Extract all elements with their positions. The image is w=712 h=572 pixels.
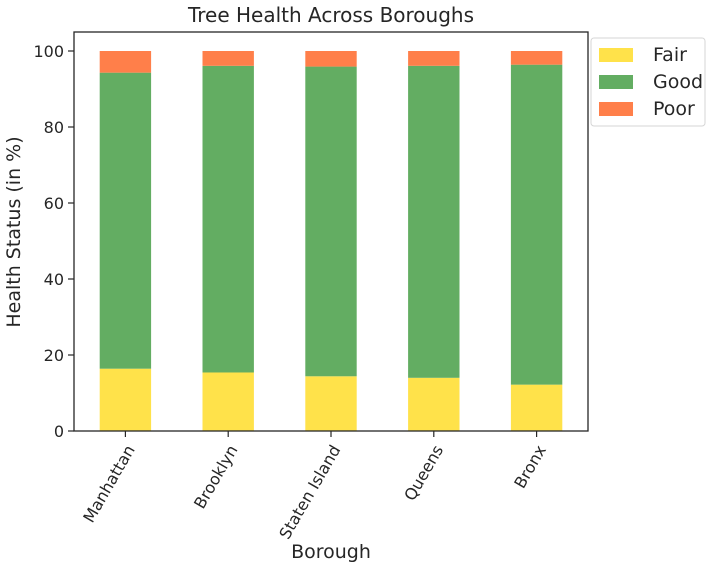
legend-label-fair: Fair — [653, 44, 687, 66]
bar-good-manhattan — [99, 72, 152, 369]
x-tick-label: Bronx — [510, 442, 550, 492]
bar-fair-staten-island — [305, 376, 357, 431]
bar-good-queens — [408, 65, 460, 378]
x-tick-label: Staten Island — [275, 442, 344, 543]
bar-poor-brooklyn — [202, 51, 254, 66]
bar-fair-queens — [408, 377, 460, 431]
y-tick-label: 80 — [44, 118, 64, 137]
bar-good-staten-island — [305, 66, 357, 377]
legend-swatch-fair — [599, 48, 633, 62]
bar-fair-manhattan — [99, 368, 152, 431]
x-axis-title: Borough — [291, 541, 371, 563]
plot-area — [99, 51, 563, 431]
x-tick-label: Queens — [400, 442, 447, 504]
bar-poor-manhattan — [99, 51, 152, 73]
chart-title: Tree Health Across Boroughs — [187, 3, 474, 27]
y-axis: 0 20 40 60 80 100 — [33, 42, 74, 441]
y-tick-label: 40 — [44, 270, 64, 289]
legend-swatch-good — [599, 75, 633, 89]
x-axis: Manhattan Brooklyn Staten Island Queens Bron… — [79, 431, 550, 542]
plot-frame — [73, 31, 589, 432]
legend-swatch-poor — [599, 102, 633, 116]
y-tick-label: 60 — [44, 194, 64, 213]
x-tick-label: Manhattan — [79, 442, 139, 526]
y-tick-label: 100 — [33, 42, 64, 61]
bar-good-bronx — [510, 64, 563, 385]
bar-fair-bronx — [510, 384, 563, 431]
bar-fair-brooklyn — [202, 372, 254, 431]
bar-poor-staten-island — [305, 51, 357, 67]
y-axis-title: Health Status (in %) — [3, 136, 25, 327]
legend-label-poor: Poor — [653, 98, 695, 120]
y-tick-label: 20 — [44, 346, 64, 365]
bar-poor-bronx — [510, 51, 563, 65]
bar-poor-queens — [408, 51, 460, 66]
legend: Fair Good Poor — [590, 37, 706, 127]
bar-good-brooklyn — [202, 65, 254, 373]
y-tick-label: 0 — [54, 422, 64, 441]
legend-label-good: Good — [653, 71, 703, 93]
x-tick-label: Brooklyn — [190, 442, 242, 512]
